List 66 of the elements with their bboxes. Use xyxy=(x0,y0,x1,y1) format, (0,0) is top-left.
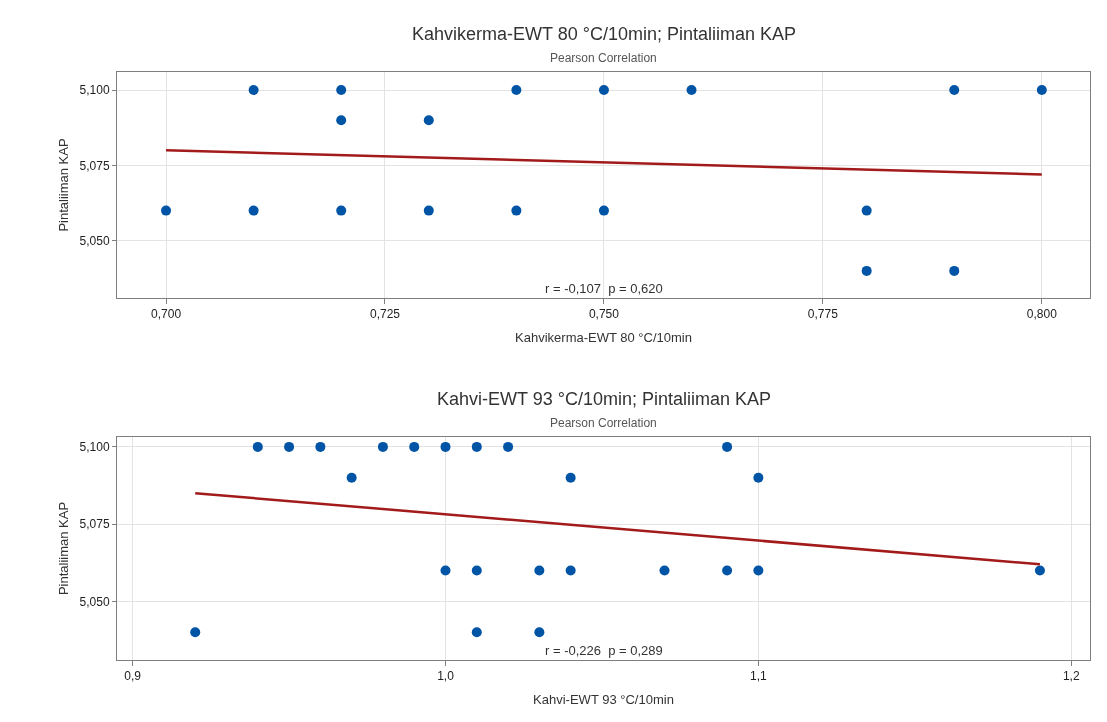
x-tick-label: 1,2 xyxy=(1062,669,1080,684)
point xyxy=(565,565,576,576)
y-tick-label: 5,050 xyxy=(79,233,110,248)
point xyxy=(440,565,451,576)
point xyxy=(471,565,482,576)
point xyxy=(753,472,764,483)
x-tick-label: 0,775 xyxy=(807,307,839,322)
y-axis-title: Pintaliiman KAP xyxy=(55,501,71,596)
y-tick-label: 5,100 xyxy=(79,440,110,455)
point xyxy=(565,472,576,483)
point xyxy=(722,441,733,452)
point xyxy=(511,85,522,96)
point xyxy=(423,205,434,216)
x-tick-label: 1,0 xyxy=(437,669,455,684)
point xyxy=(753,565,764,576)
y-tick-label: 5,075 xyxy=(79,517,110,532)
chart-title: Kahvi-EWT 93 °C/10min; Pintaliiman KAP xyxy=(437,389,771,409)
y-tick-label: 5,100 xyxy=(79,83,110,98)
point xyxy=(659,565,670,576)
point xyxy=(377,441,388,452)
chart-title: Kahvikerma-EWT 80 °C/10min; Pintaliiman KAP xyxy=(412,24,797,44)
point xyxy=(861,265,872,276)
point xyxy=(503,441,514,452)
y-tick-label: 5,075 xyxy=(79,158,110,173)
point xyxy=(336,85,347,96)
chart-subtitle: Pearson Correlation xyxy=(550,51,657,65)
point xyxy=(511,205,522,216)
point xyxy=(284,441,295,452)
x-tick-label: 0,725 xyxy=(369,307,401,322)
point xyxy=(346,472,357,483)
point xyxy=(248,85,259,96)
point xyxy=(861,205,872,216)
point xyxy=(534,565,545,576)
point xyxy=(598,205,609,216)
point xyxy=(336,205,347,216)
point xyxy=(423,115,434,126)
annotation: r = -0,107 p = 0,620 xyxy=(545,281,663,296)
point xyxy=(598,85,609,96)
x-axis-title: Kahvi-EWT 93 °C/10min xyxy=(533,692,674,707)
point xyxy=(252,441,263,452)
y-axis-title: Pintaliiman KAP xyxy=(55,138,71,232)
point xyxy=(440,441,451,452)
point xyxy=(686,85,697,96)
x-tick-label: 0,750 xyxy=(588,307,620,322)
point xyxy=(722,565,733,576)
x-tick-label: 0,800 xyxy=(1026,307,1058,322)
point xyxy=(1034,565,1045,576)
point xyxy=(949,85,960,96)
point xyxy=(471,441,482,452)
point xyxy=(949,265,960,276)
point xyxy=(190,627,201,638)
x-tick-label: 1,1 xyxy=(750,669,768,684)
point xyxy=(409,441,420,452)
x-tick-label: 0,9 xyxy=(124,669,142,684)
point xyxy=(336,115,347,126)
annotation: r = -0,226 p = 0,289 xyxy=(545,643,663,658)
x-axis-title: Kahvikerma-EWT 80 °C/10min xyxy=(515,330,692,345)
point xyxy=(471,627,482,638)
point xyxy=(1036,85,1047,96)
y-tick-label: 5,050 xyxy=(79,594,110,609)
point xyxy=(534,627,545,638)
point xyxy=(161,205,172,216)
point xyxy=(315,441,326,452)
x-tick-label: 0,700 xyxy=(151,307,182,322)
chart-subtitle: Pearson Correlation xyxy=(550,416,657,430)
point xyxy=(248,205,259,216)
